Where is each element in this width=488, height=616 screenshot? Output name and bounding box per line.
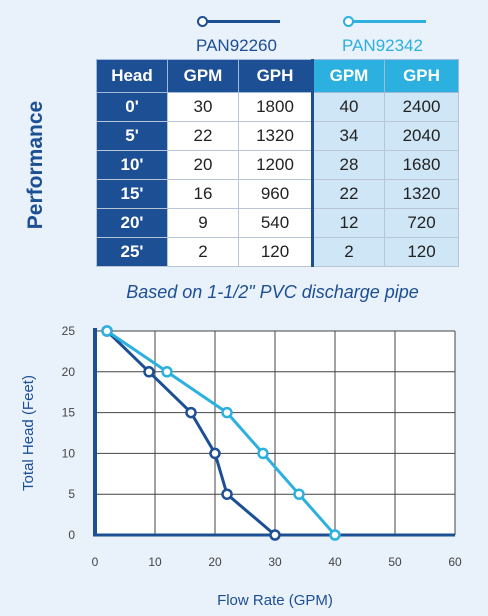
data-point-series-0 bbox=[209, 447, 221, 460]
gpm-cell: 34 bbox=[311, 121, 385, 151]
gpm-cell: 2 bbox=[311, 237, 385, 267]
gph-cell: 1320 bbox=[384, 179, 459, 209]
gph-cell: 960 bbox=[238, 179, 313, 209]
data-point-series-0 bbox=[185, 406, 197, 419]
x-tick-label: 20 bbox=[208, 555, 222, 569]
head-cell: 5' bbox=[96, 121, 168, 151]
data-point-series-0 bbox=[143, 366, 155, 378]
y-tick-label: 20 bbox=[62, 365, 76, 379]
legend-label-pan92342: PAN92342 bbox=[342, 36, 423, 55]
gph-cell: 1200 bbox=[238, 150, 313, 180]
table-row: 25' 2 120 2 120 bbox=[96, 237, 459, 267]
gpm-cell: 2 bbox=[167, 237, 239, 267]
gph-cell: 720 bbox=[384, 208, 459, 238]
gph-cell: 120 bbox=[384, 237, 459, 267]
gph-cell: 2400 bbox=[384, 92, 459, 122]
gph-cell: 1800 bbox=[238, 92, 313, 122]
table-row: 20' 9 540 12 720 bbox=[96, 208, 459, 238]
performance-table: Head GPM GPH GPM GPH 0' 30 1800 40 2400 … bbox=[96, 59, 459, 267]
performance-chart: 0 10 20 30 40 50 60 0 5 10 15 20 25 Flow Rate (GPM) To… bbox=[20, 324, 462, 609]
gpm-cell: 22 bbox=[167, 121, 239, 151]
table-header-row: Head GPM GPH GPM GPH bbox=[96, 59, 459, 93]
legend-label-pan92260: PAN92260 bbox=[196, 36, 277, 55]
data-point-series-0 bbox=[269, 529, 281, 541]
table-row: 0' 30 1800 40 2400 bbox=[96, 92, 459, 122]
y-tick-label: 0 bbox=[68, 528, 75, 542]
head-cell: 25' bbox=[96, 237, 168, 267]
x-axis-title: Flow Rate (GPM) bbox=[217, 592, 333, 609]
gpm-cell: 40 bbox=[311, 92, 385, 122]
x-tick-label: 60 bbox=[448, 555, 462, 569]
head-cell: 10' bbox=[96, 150, 168, 180]
performance-title: Performance bbox=[24, 100, 47, 230]
y-tick-label: 25 bbox=[62, 324, 76, 338]
gpm-cell: 28 bbox=[311, 150, 385, 180]
gph-cell: 540 bbox=[238, 208, 313, 238]
gph-cell: 1320 bbox=[238, 121, 313, 151]
gph-cell: 2040 bbox=[384, 121, 459, 151]
gpm-cell: 30 bbox=[167, 92, 239, 122]
header-gpm-pan92342: GPM bbox=[311, 59, 385, 93]
series-line-1 bbox=[106, 329, 337, 536]
table-row: 15' 16 960 22 1320 bbox=[96, 179, 459, 209]
y-tick-label: 15 bbox=[62, 406, 76, 420]
table-row: 5' 22 1320 34 2040 bbox=[96, 121, 459, 151]
data-point-series-1 bbox=[221, 406, 233, 419]
series-line-0 bbox=[105, 329, 276, 537]
table-note: Based on 1-1/2" PVC discharge pipe bbox=[126, 282, 419, 302]
y-axis-title: Total Head (Feet) bbox=[20, 375, 37, 491]
data-point-series-0 bbox=[221, 488, 233, 500]
data-point-series-1 bbox=[257, 447, 269, 460]
data-point-series-1 bbox=[101, 325, 113, 337]
gpm-cell: 16 bbox=[167, 179, 239, 209]
table-row: 10' 20 1200 28 1680 bbox=[96, 150, 459, 180]
header-head: Head bbox=[96, 59, 168, 93]
y-tick-label: 5 bbox=[68, 487, 75, 501]
legend-line-pan92342 bbox=[350, 20, 426, 23]
gpm-cell: 20 bbox=[167, 150, 239, 180]
header-gph-pan92260: GPH bbox=[238, 59, 313, 93]
header-gph-pan92342: GPH bbox=[384, 59, 459, 93]
gph-cell: 1680 bbox=[384, 150, 459, 180]
data-point-series-1 bbox=[161, 366, 173, 378]
gph-cell: 120 bbox=[238, 237, 313, 267]
legend-marker-pan92342 bbox=[343, 16, 354, 27]
gpm-cell: 9 bbox=[167, 208, 239, 238]
x-tick-label: 30 bbox=[268, 555, 282, 569]
x-tick-label: 40 bbox=[328, 555, 342, 569]
x-tick-label: 10 bbox=[148, 555, 162, 569]
x-tick-label: 50 bbox=[388, 555, 402, 569]
head-cell: 20' bbox=[96, 208, 168, 238]
gpm-cell: 22 bbox=[311, 179, 385, 209]
head-cell: 15' bbox=[96, 179, 168, 209]
legend-marker-pan92260 bbox=[197, 16, 208, 27]
y-tick-label: 10 bbox=[62, 446, 76, 460]
head-cell: 0' bbox=[96, 92, 168, 122]
header-gpm-pan92260: GPM bbox=[167, 59, 239, 93]
legend-line-pan92260 bbox=[204, 20, 280, 23]
x-tick-label: 0 bbox=[92, 555, 99, 569]
data-point-series-1 bbox=[293, 488, 305, 500]
gpm-cell: 12 bbox=[311, 208, 385, 238]
data-point-series-1 bbox=[329, 529, 341, 541]
